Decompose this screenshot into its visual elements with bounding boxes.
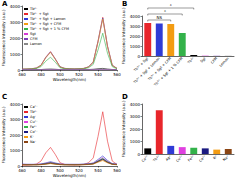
- svg-text:Tb³⁺ + Sgt: Tb³⁺ + Sgt: [133, 56, 150, 73]
- svg-text:Tb³⁺: Tb³⁺: [186, 56, 195, 65]
- svg-text:460: 460: [18, 168, 26, 173]
- svg-text:Tb³⁺ + Sgt + Lemon: Tb³⁺ + Sgt + Lemon: [132, 56, 161, 85]
- svg-text:3000: 3000: [130, 114, 141, 119]
- svg-text:2000: 2000: [130, 127, 141, 132]
- svg-text:2000: 2000: [10, 133, 21, 138]
- svg-text:560: 560: [113, 72, 121, 77]
- svg-text:4000: 4000: [10, 102, 21, 107]
- svg-text:Lemon: Lemon: [219, 57, 230, 68]
- svg-text:Ca²⁺: Ca²⁺: [30, 105, 38, 109]
- svg-text:0: 0: [137, 54, 140, 59]
- svg-text:1000: 1000: [10, 52, 21, 57]
- svg-text:2000: 2000: [130, 34, 141, 39]
- svg-text:CFM: CFM: [210, 57, 218, 65]
- svg-text:Ca²⁺: Ca²⁺: [141, 154, 149, 162]
- svg-text:480: 480: [37, 168, 45, 173]
- svg-text:Na⁺: Na⁺: [30, 140, 37, 144]
- svg-text:CFM: CFM: [30, 37, 37, 41]
- svg-text:Ag⁺: Ag⁺: [165, 154, 172, 161]
- svg-text:Tb³⁺: Tb³⁺: [29, 110, 38, 114]
- svg-text:Wavelength(nm): Wavelength(nm): [53, 77, 87, 82]
- svg-text:Tb³⁺ + Sgt + 1 % CFM: Tb³⁺ + Sgt + 1 % CFM: [29, 27, 69, 31]
- svg-text:Cu²⁺: Cu²⁺: [175, 154, 184, 163]
- svg-text:Tb³⁺: Tb³⁺: [29, 7, 38, 11]
- svg-text:Tb³⁺: Tb³⁺: [152, 154, 161, 163]
- svg-text:Cu²⁺: Cu²⁺: [30, 120, 38, 124]
- svg-text:Fluorescence Intensity (a.u.): Fluorescence Intensity (a.u.): [1, 9, 6, 66]
- svg-text:B: B: [122, 0, 127, 8]
- svg-text:1000: 1000: [10, 148, 21, 153]
- svg-text:Sgt: Sgt: [200, 56, 207, 63]
- svg-text:Co²⁺: Co²⁺: [198, 154, 206, 162]
- svg-text:0: 0: [17, 163, 20, 169]
- svg-text:4000: 4000: [10, 4, 21, 9]
- svg-text:D: D: [122, 93, 128, 101]
- svg-text:Fe³⁺: Fe³⁺: [187, 154, 195, 162]
- svg-text:Fe³⁺: Fe³⁺: [30, 125, 37, 129]
- svg-text:K⁺: K⁺: [30, 135, 34, 139]
- svg-text:Fluorescence Intensity (a.u.): Fluorescence Intensity (a.u.): [121, 7, 126, 64]
- svg-text:Lemon: Lemon: [30, 42, 42, 46]
- svg-text:A: A: [2, 0, 8, 8]
- svg-text:480: 480: [37, 72, 45, 77]
- svg-text:Tb³⁺ + Sgt + CFM: Tb³⁺ + Sgt + CFM: [147, 56, 173, 82]
- svg-text:3000: 3000: [10, 20, 21, 25]
- svg-text:520: 520: [75, 168, 83, 173]
- svg-text:3000: 3000: [130, 24, 141, 29]
- svg-text:0: 0: [137, 152, 140, 157]
- svg-text:C: C: [2, 93, 7, 101]
- svg-text:*: *: [170, 3, 172, 8]
- svg-text:*: *: [164, 9, 166, 14]
- svg-text:500: 500: [56, 72, 64, 77]
- svg-text:2000: 2000: [10, 36, 21, 41]
- svg-text:Ag⁺: Ag⁺: [30, 115, 37, 119]
- svg-text:Tb³⁺ + Sgt + CFM: Tb³⁺ + Sgt + CFM: [29, 22, 61, 26]
- svg-text:1000: 1000: [130, 44, 141, 49]
- svg-text:500: 500: [56, 168, 64, 173]
- svg-text:Fluorescence Intensity (a.u.): Fluorescence Intensity (a.u.): [1, 106, 6, 163]
- svg-text:NS: NS: [156, 15, 162, 20]
- svg-text:Na⁺: Na⁺: [222, 154, 230, 162]
- svg-text:3000: 3000: [10, 117, 21, 122]
- svg-text:Tb³⁺ + Sgt: Tb³⁺ + Sgt: [29, 12, 49, 16]
- svg-text:0: 0: [17, 67, 20, 73]
- svg-text:540: 540: [94, 168, 102, 173]
- svg-text:Co²⁺: Co²⁺: [30, 130, 38, 134]
- svg-text:520: 520: [75, 72, 83, 77]
- svg-text:K⁺: K⁺: [212, 154, 218, 160]
- svg-text:4000: 4000: [130, 102, 141, 107]
- svg-text:560: 560: [113, 168, 121, 173]
- svg-text:460: 460: [18, 72, 26, 77]
- svg-text:Fluorescence Intensity (a.u.): Fluorescence Intensity (a.u.): [121, 100, 126, 157]
- svg-text:Wavelength(nm): Wavelength(nm): [53, 173, 87, 178]
- svg-text:Tb³⁺ + Sgt + Lemon: Tb³⁺ + Sgt + Lemon: [29, 17, 66, 21]
- svg-text:4000: 4000: [130, 14, 141, 19]
- svg-text:1000: 1000: [130, 139, 141, 144]
- svg-text:Tb³⁺ + Sgt + 1 % CFM: Tb³⁺ + Sgt + 1 % CFM: [153, 57, 184, 88]
- svg-text:Sgt: Sgt: [30, 32, 36, 36]
- svg-text:540: 540: [94, 72, 102, 77]
